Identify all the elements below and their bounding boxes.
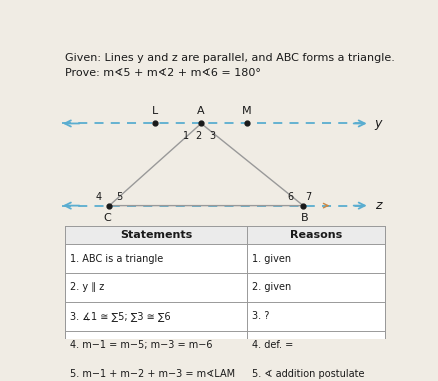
Text: Prove: m∢5 + m∢2 + m∢6 = 180°: Prove: m∢5 + m∢2 + m∢6 = 180°: [65, 68, 260, 78]
Text: 5. ∢ addition postulate: 5. ∢ addition postulate: [251, 369, 364, 379]
Text: 2: 2: [195, 131, 201, 141]
Text: C: C: [103, 213, 111, 223]
Text: 1. ABC is a triangle: 1. ABC is a triangle: [70, 254, 163, 264]
Bar: [65, 226, 384, 381]
Text: 4. def. =: 4. def. =: [251, 340, 293, 350]
Text: Statements: Statements: [120, 230, 192, 240]
Text: Reasons: Reasons: [289, 230, 341, 240]
Text: 5. m−1 + m−2 + m−3 = m∢LAM: 5. m−1 + m−2 + m−3 = m∢LAM: [70, 369, 235, 379]
Text: 3: 3: [208, 131, 215, 141]
Text: 1. given: 1. given: [251, 254, 291, 264]
Text: B: B: [300, 213, 308, 223]
Text: 2. y ∥ z: 2. y ∥ z: [70, 282, 104, 293]
Text: z: z: [374, 199, 380, 212]
Text: 1: 1: [182, 131, 188, 141]
Text: 7: 7: [304, 192, 311, 202]
Text: 2. given: 2. given: [251, 282, 291, 293]
Text: 4. m−1 = m−5; m−3 = m−6: 4. m−1 = m−5; m−3 = m−6: [70, 340, 212, 350]
Text: y: y: [374, 117, 381, 130]
Text: L: L: [152, 106, 158, 116]
Bar: [65, 226, 384, 244]
Text: 3. ∡1 ≅ ∑5; ∑3 ≅ ∑6: 3. ∡1 ≅ ∑5; ∑3 ≅ ∑6: [70, 311, 170, 321]
Text: Given: Lines y and z are parallel, and ABC forms a triangle.: Given: Lines y and z are parallel, and A…: [65, 53, 394, 63]
Text: 6: 6: [286, 192, 293, 202]
Text: 3. ?: 3. ?: [251, 311, 269, 321]
Text: 4: 4: [96, 192, 102, 202]
Text: M: M: [242, 106, 251, 116]
Text: A: A: [197, 106, 205, 116]
Text: 5: 5: [116, 192, 122, 202]
